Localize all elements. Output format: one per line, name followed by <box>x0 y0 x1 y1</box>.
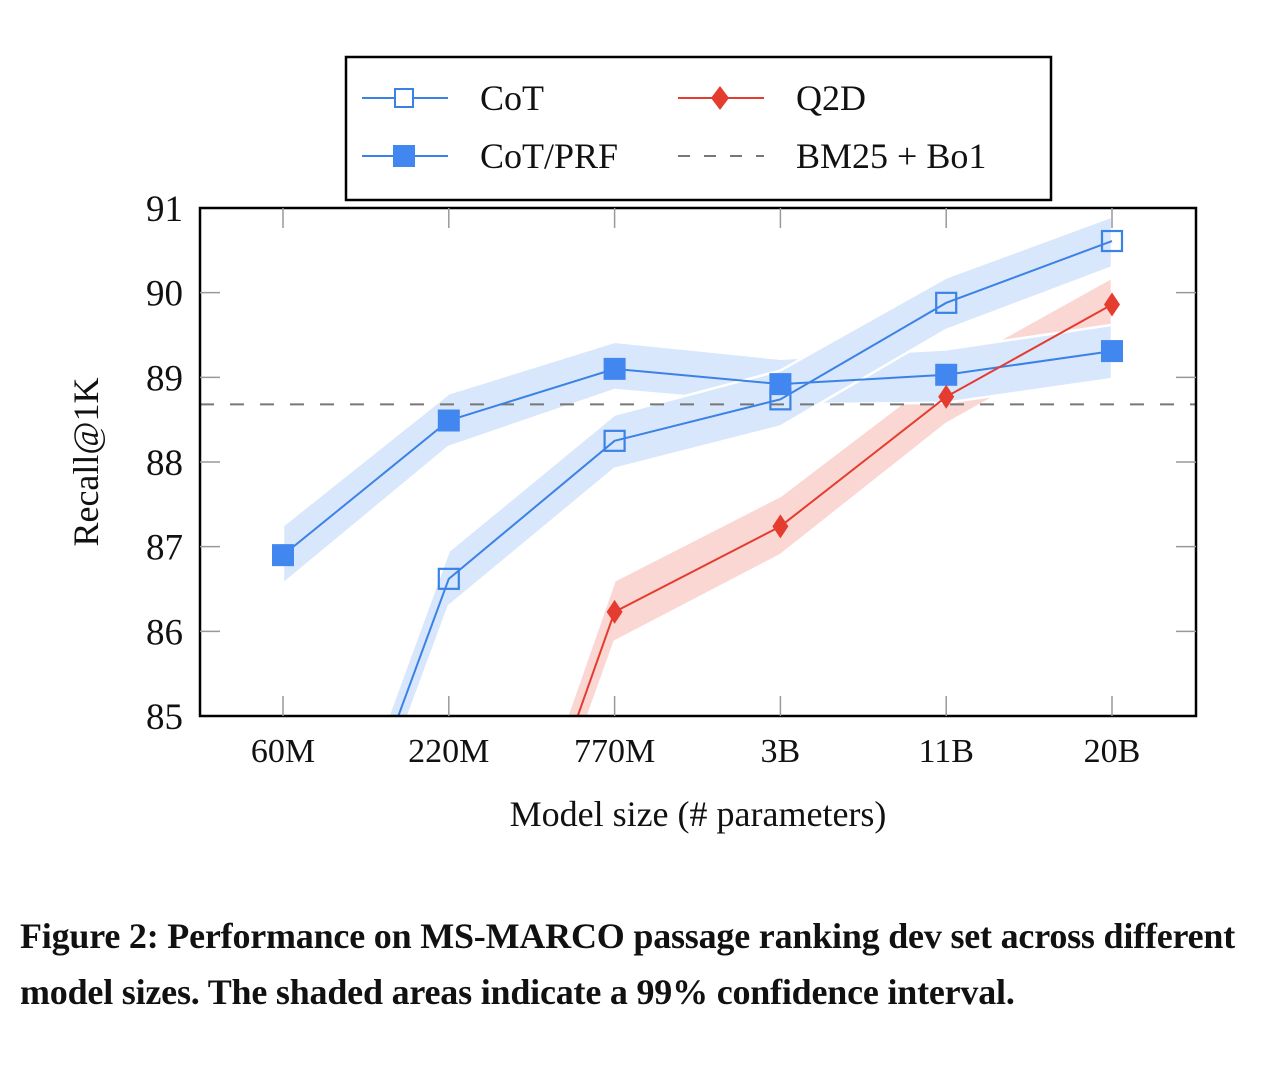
marker-cot-prf-3B <box>769 373 792 396</box>
marker-cot-prf-20B <box>1101 340 1123 363</box>
x-tick-label: 770M <box>574 733 655 770</box>
y-tick-label: 87 <box>146 528 183 569</box>
ci-band-cot <box>387 215 1114 716</box>
legend-marker-cot <box>394 88 414 108</box>
marker-q2d-11B <box>938 384 955 409</box>
legend-label-cot-prf: CoT/PRF <box>480 136 618 176</box>
y-tick-label: 88 <box>146 443 183 484</box>
confidence-bands <box>281 215 1114 716</box>
marker-cot-prf-11B <box>935 363 958 386</box>
legend-box <box>344 55 1053 202</box>
y-tick-label: 86 <box>146 612 183 653</box>
marker-cot-prf-770M <box>603 357 626 380</box>
legend: CoT Q2D CoT/PRF BM25 + Bo1 <box>344 55 1053 202</box>
y-tick-label: 85 <box>146 697 183 738</box>
legend-label-cot: CoT <box>480 78 544 118</box>
legend-label-q2d: Q2D <box>796 78 866 118</box>
axes: 60M 220M 770M 3B 11B 20B 85 86 87 88 89 90 91 <box>146 189 1198 770</box>
x-tick-label: 220M <box>408 733 489 770</box>
x-tick-label: 20B <box>1084 733 1141 770</box>
legend-label-bm25-bo1: BM25 + Bo1 <box>796 136 986 176</box>
figure-caption: Figure 2: Performance on MS-MARCO passag… <box>20 916 1236 1012</box>
x-tick-label: 3B <box>761 733 801 770</box>
marker-cot-11B <box>935 291 958 314</box>
marker-cot-220M <box>437 567 460 590</box>
x-tick-label: 60M <box>251 733 315 770</box>
marker-q2d-20B <box>1104 292 1120 317</box>
marker-cot-20B <box>1100 229 1124 253</box>
marker-q2d-770M <box>606 599 623 624</box>
ci-band-cot-prf <box>281 323 1114 586</box>
chart: 60M 220M 770M 3B 11B 20B 85 86 87 88 89 90 91 CoT Q2D… <box>66 55 1198 834</box>
series-line-cot-prf <box>282 350 1113 556</box>
y-axis-label: Recall@1K <box>66 377 106 546</box>
x-tick-label: 11B <box>918 733 973 770</box>
series-line-cot <box>397 240 1113 716</box>
y-tick-label: 89 <box>146 358 183 399</box>
marker-cot-prf-60M <box>272 544 294 567</box>
legend-marker-q2d <box>711 86 729 110</box>
marker-cot-prf-220M <box>437 409 460 432</box>
y-tick-label: 91 <box>146 189 183 230</box>
y-tick-label: 90 <box>146 274 183 315</box>
legend-marker-cot-prf <box>393 145 415 167</box>
marker-cot-770M <box>603 429 626 452</box>
marker-q2d-3B <box>772 514 789 539</box>
x-axis-label: Model size (# parameters) <box>510 794 887 834</box>
series-markers <box>272 229 1124 624</box>
